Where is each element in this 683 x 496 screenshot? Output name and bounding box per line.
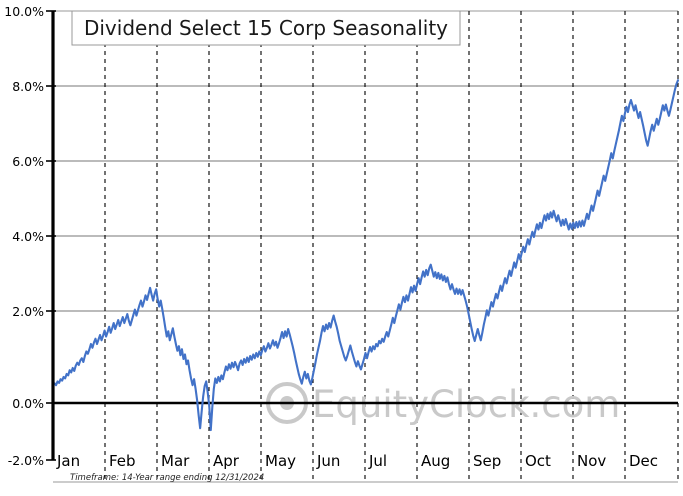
title-label: Dividend Select 15 Corp Seasonality (84, 16, 448, 40)
y-tick-0: 0.0% (12, 396, 44, 411)
x-tick-jun: Jun (316, 452, 340, 470)
title-box (71, 10, 461, 46)
x-tick-oct: Oct (525, 452, 551, 470)
chart-title: Dividend Select 15 Corp Seasonality (71, 10, 461, 46)
x-tick-may: May (265, 452, 296, 470)
x-tick-feb: Feb (109, 452, 136, 470)
watermark: EquityClock.com (266, 382, 620, 426)
x-tick-jan: Jan (56, 452, 80, 470)
y-axis-labels: 10.0% 8.0% 6.0% 4.0% 2.0% 0.0% -2.0% (4, 4, 44, 468)
watermark-label: EquityClock.com (312, 383, 620, 426)
x-axis-labels: Jan Feb Mar Apr May Jun Jul Aug Sep Oct … (56, 452, 658, 470)
x-tick-aug: Aug (421, 452, 450, 470)
x-tick-jul: Jul (368, 452, 387, 470)
y-tick-4: 4.0% (12, 229, 44, 244)
y-tick-8: 8.0% (12, 79, 44, 94)
x-tick-mar: Mar (161, 452, 190, 470)
x-tick-apr: Apr (213, 452, 240, 470)
x-tick-nov: Nov (577, 452, 606, 470)
y-tick-2: 2.0% (12, 304, 44, 319)
timeframe-caption: Timeframe: 14-Year range ending 12/31/20… (70, 473, 264, 483)
y-tick-10: 10.0% (4, 4, 44, 19)
y-tick-neg2: -2.0% (8, 453, 44, 468)
seasonality-line (51, 79, 680, 432)
y-axis-ticks (46, 10, 56, 461)
x-tick-sep: Sep (473, 452, 501, 470)
y-tick-6: 6.0% (12, 154, 44, 169)
x-tick-dec: Dec (629, 452, 658, 470)
